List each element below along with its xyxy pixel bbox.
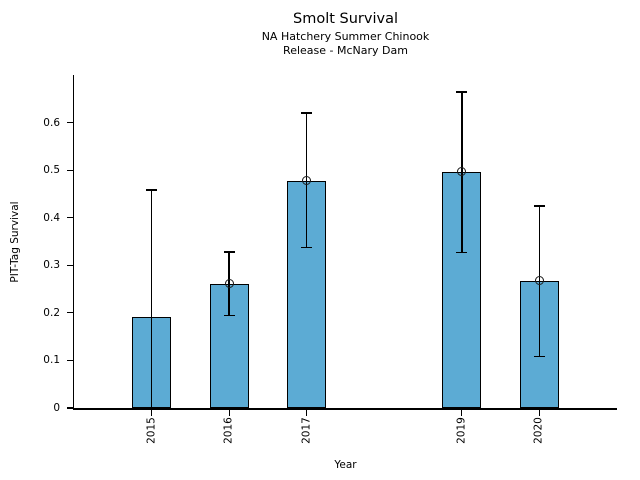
x-tick-2015 [150, 409, 153, 416]
error-cap-upper-2019 [456, 91, 468, 93]
error-cap-upper-2020 [533, 205, 545, 207]
error-cap-lower-2020 [533, 355, 545, 358]
chart-subtitle-release: Release - McNary Dam [283, 44, 408, 57]
y-tick-0 [66, 407, 73, 409]
y-tick-label-0.5: 0.5 [43, 164, 60, 177]
chart-title: Smolt Survival [293, 11, 398, 27]
error-cap-lower-2017 [301, 246, 313, 249]
error-cap-upper-2017 [301, 112, 313, 114]
y-tick-label-0: 0 [53, 402, 60, 414]
x-tick-2016 [228, 409, 230, 416]
x-tick-label-2020: 2020 [532, 417, 545, 444]
y-tick-label-0.6: 0.6 [43, 116, 60, 129]
point-marker-2020 [534, 276, 544, 286]
error-cap-upper-2016 [223, 251, 235, 253]
y-tick-label-0.1: 0.1 [43, 354, 60, 367]
error-bar-2015 [150, 190, 153, 408]
x-tick-label-2016: 2016 [222, 417, 235, 444]
x-tick-label-2015: 2015 [145, 417, 158, 444]
x-tick-label-2019: 2019 [455, 417, 468, 444]
y-tick-0.1 [66, 359, 73, 362]
y-tick-0.4 [66, 217, 73, 219]
x-tick-2020 [538, 409, 541, 416]
x-tick-label-2017: 2017 [300, 417, 313, 444]
point-marker-2016 [224, 279, 234, 289]
y-tick-label-0.3: 0.3 [43, 259, 60, 272]
y-axis-label: PIT-Tag Survival [9, 200, 21, 283]
chart-subtitle-species: NA Hatchery Summer Chinook [261, 30, 430, 43]
y-tick-label-0.4: 0.4 [43, 211, 60, 224]
x-tick-2019 [461, 409, 463, 416]
y-tick-0.6 [66, 121, 73, 124]
y-tick-0.3 [66, 264, 73, 266]
y-tick-0.2 [66, 312, 73, 314]
point-marker-2017 [302, 176, 312, 186]
error-cap-lower-2016 [223, 314, 235, 317]
point-marker-2019 [457, 167, 467, 177]
y-axis-spine [72, 75, 74, 410]
error-cap-lower-2019 [456, 251, 468, 254]
y-tick-0.5 [66, 169, 73, 171]
x-axis-label: Year [334, 459, 357, 471]
bar-2019 [442, 171, 482, 408]
y-tick-label-0.2: 0.2 [43, 306, 60, 319]
x-tick-2017 [306, 409, 308, 416]
error-cap-upper-2015 [146, 189, 158, 191]
x-axis-spine [72, 408, 617, 410]
